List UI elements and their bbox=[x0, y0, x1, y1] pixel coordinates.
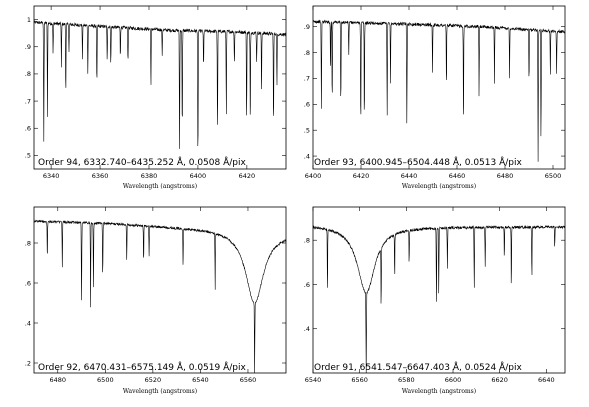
x-tick-label: 6600 bbox=[445, 376, 462, 384]
x-axis-label: Wavelength (angstroms) bbox=[402, 388, 476, 395]
y-tick-label: .4 bbox=[25, 319, 31, 327]
y-tick-label: .4 bbox=[304, 325, 310, 333]
y-tick-label: .4 bbox=[304, 152, 310, 160]
x-tick-label: 6400 bbox=[190, 172, 207, 180]
plot-frame bbox=[312, 5, 566, 170]
y-tick-label: .6 bbox=[25, 279, 31, 287]
order-annotation: Order 92, 6470.431–6575.149 Å, 0.0519 Å/… bbox=[38, 361, 246, 373]
spectrum-panel-order-92: 6480 6500 6520 6540 6560 .2 .4 .6 .8 Order 92, 6… bbox=[25, 206, 287, 395]
spectrum-panel-order-94: 6340 6360 6380 6400 6420 .5 .6 .7 .8 .9 1 Order 94… bbox=[25, 5, 287, 190]
spectrum-line bbox=[312, 19, 565, 162]
order-annotation: Order 93, 6400.945–6504.448 Å, 0.0513 Å/… bbox=[314, 156, 522, 168]
order-annotation: Order 91, 6541.547–6647.403 Å, 0.0524 Å/… bbox=[314, 361, 522, 373]
x-tick-label: 6480 bbox=[497, 172, 514, 180]
axis-ticks: 6400 6420 6440 6460 6480 6500 .4 .5 .6 .7 .8 .9 bbox=[304, 6, 565, 180]
x-tick-label: 6560 bbox=[351, 376, 368, 384]
x-tick-label: 6440 bbox=[401, 172, 418, 180]
y-tick-label: .8 bbox=[25, 239, 31, 247]
y-tick-label: 1 bbox=[27, 16, 31, 24]
axis-ticks: 6480 6500 6520 6540 6560 .2 .4 .6 .8 bbox=[25, 207, 286, 384]
x-tick-label: 6400 bbox=[305, 172, 322, 180]
x-tick-label: 6500 bbox=[545, 172, 562, 180]
x-tick-label: 6380 bbox=[141, 172, 158, 180]
plot-frame bbox=[312, 206, 566, 374]
x-tick-label: 6420 bbox=[353, 172, 370, 180]
x-tick-label: 6480 bbox=[50, 376, 67, 384]
order-annotation: Order 94, 6332.740–6435.252 Å, 0.0508 Å/… bbox=[38, 156, 246, 168]
x-axis-label: Wavelength (angstroms) bbox=[123, 183, 197, 190]
x-tick-label: 6460 bbox=[449, 172, 466, 180]
y-tick-label: .2 bbox=[25, 359, 31, 367]
x-tick-label: 6540 bbox=[305, 376, 322, 384]
spectrum-line bbox=[33, 219, 287, 374]
axis-ticks: 6340 6360 6380 6400 6420 .5 .6 .7 .8 .9 1 bbox=[25, 6, 286, 180]
y-tick-label: .8 bbox=[304, 237, 310, 245]
x-tick-label: 6500 bbox=[97, 376, 114, 384]
y-tick-label: .7 bbox=[304, 75, 310, 83]
x-tick-label: 6360 bbox=[92, 172, 109, 180]
y-tick-label: .5 bbox=[25, 152, 31, 160]
x-tick-label: 6420 bbox=[239, 172, 256, 180]
y-tick-label: .7 bbox=[25, 97, 31, 105]
y-tick-label: .6 bbox=[304, 101, 310, 109]
y-tick-label: .6 bbox=[25, 125, 31, 133]
spectrum-panel-order-91: 6540 6560 6580 6600 6620 6640 .4 .6 .8 Order 91,… bbox=[304, 206, 566, 395]
x-axis-label: Wavelength (angstroms) bbox=[402, 183, 476, 190]
y-tick-label: .9 bbox=[25, 43, 31, 51]
y-tick-label: .9 bbox=[304, 23, 310, 31]
plot-frame bbox=[33, 206, 287, 374]
y-tick-label: .8 bbox=[304, 49, 310, 57]
x-tick-label: 6520 bbox=[145, 376, 162, 384]
plot-frame bbox=[33, 5, 287, 170]
x-tick-label: 6580 bbox=[398, 376, 415, 384]
y-tick-label: .5 bbox=[304, 126, 310, 134]
spectrum-panel-order-93: 6400 6420 6440 6460 6480 6500 .4 .5 .6 .7 .8 .9 Ord… bbox=[304, 5, 566, 190]
spectrum-line bbox=[33, 20, 287, 149]
axis-ticks: 6540 6560 6580 6600 6620 6640 .4 .6 .8 bbox=[304, 207, 565, 384]
y-tick-label: .8 bbox=[25, 70, 31, 78]
x-tick-label: 6560 bbox=[240, 376, 257, 384]
x-axis-label: Wavelength (angstroms) bbox=[123, 388, 197, 395]
x-tick-label: 6640 bbox=[538, 376, 555, 384]
spectrum-line bbox=[312, 224, 566, 374]
x-tick-label: 6540 bbox=[192, 376, 209, 384]
y-tick-label: .6 bbox=[304, 281, 310, 289]
x-tick-label: 6340 bbox=[43, 172, 60, 180]
x-tick-label: 6620 bbox=[491, 376, 508, 384]
